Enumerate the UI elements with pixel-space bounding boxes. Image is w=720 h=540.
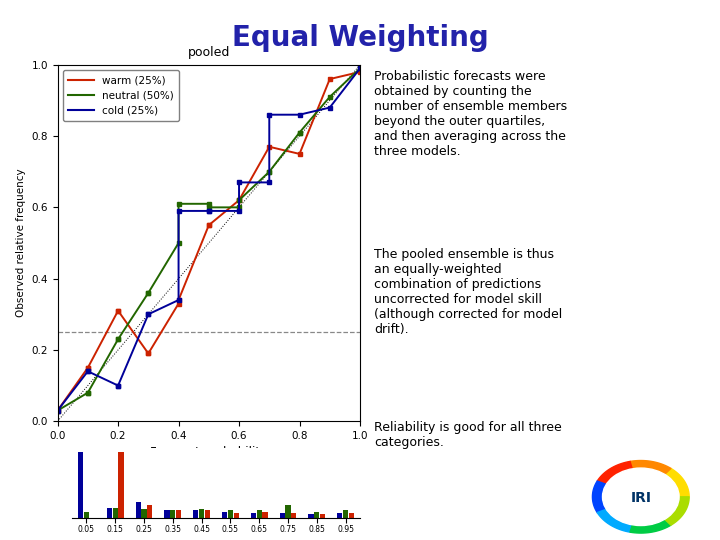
Bar bbox=[193, 510, 199, 518]
Title: pooled: pooled bbox=[188, 46, 230, 59]
Text: IRI: IRI bbox=[630, 491, 652, 505]
Bar bbox=[170, 510, 176, 518]
Bar bbox=[222, 512, 228, 518]
Bar bbox=[308, 515, 314, 518]
Polygon shape bbox=[641, 468, 689, 497]
Bar bbox=[107, 508, 112, 518]
Bar bbox=[262, 512, 268, 518]
Text: Equal Weighting: Equal Weighting bbox=[232, 24, 488, 52]
Polygon shape bbox=[593, 481, 641, 512]
Bar bbox=[147, 505, 153, 518]
Bar bbox=[141, 509, 147, 518]
Bar bbox=[314, 512, 320, 518]
Legend: warm (25%), neutral (50%), cold (25%): warm (25%), neutral (50%), cold (25%) bbox=[63, 70, 179, 121]
Polygon shape bbox=[630, 461, 671, 497]
Polygon shape bbox=[597, 461, 641, 497]
X-axis label: Forecast probability: Forecast probability bbox=[150, 447, 267, 460]
Text: Reliability is good for all three
categories.: Reliability is good for all three catego… bbox=[374, 421, 562, 449]
Bar bbox=[320, 515, 325, 518]
Bar bbox=[348, 513, 354, 518]
Polygon shape bbox=[597, 497, 641, 532]
Bar bbox=[279, 513, 285, 518]
Bar bbox=[233, 513, 239, 518]
Bar bbox=[337, 513, 343, 518]
Bar bbox=[176, 510, 181, 518]
Bar bbox=[199, 509, 204, 518]
Bar bbox=[164, 510, 170, 518]
Bar bbox=[285, 505, 291, 518]
Bar bbox=[204, 510, 210, 518]
Text: The pooled ensemble is thus
an equally-weighted
combination of predictions
uncor: The pooled ensemble is thus an equally-w… bbox=[374, 248, 562, 336]
Bar bbox=[112, 508, 118, 518]
Bar bbox=[291, 513, 297, 518]
Circle shape bbox=[603, 468, 679, 525]
Bar bbox=[256, 510, 262, 518]
Polygon shape bbox=[641, 497, 689, 525]
Y-axis label: Observed relative frequency: Observed relative frequency bbox=[16, 168, 26, 318]
Polygon shape bbox=[630, 497, 671, 533]
Bar bbox=[343, 510, 348, 518]
Bar bbox=[84, 512, 89, 518]
Bar bbox=[228, 510, 233, 518]
Text: Probabilistic forecasts were
obtained by counting the
number of ensemble members: Probabilistic forecasts were obtained by… bbox=[374, 70, 567, 158]
Bar bbox=[135, 502, 141, 518]
Bar bbox=[78, 451, 84, 518]
Bar bbox=[251, 513, 256, 518]
Bar bbox=[118, 451, 124, 518]
